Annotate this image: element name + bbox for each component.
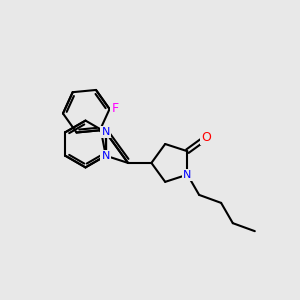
Text: F: F xyxy=(111,102,118,115)
Text: N: N xyxy=(102,127,110,137)
Text: N: N xyxy=(102,151,110,161)
Text: N: N xyxy=(183,169,192,180)
Text: O: O xyxy=(201,131,211,144)
